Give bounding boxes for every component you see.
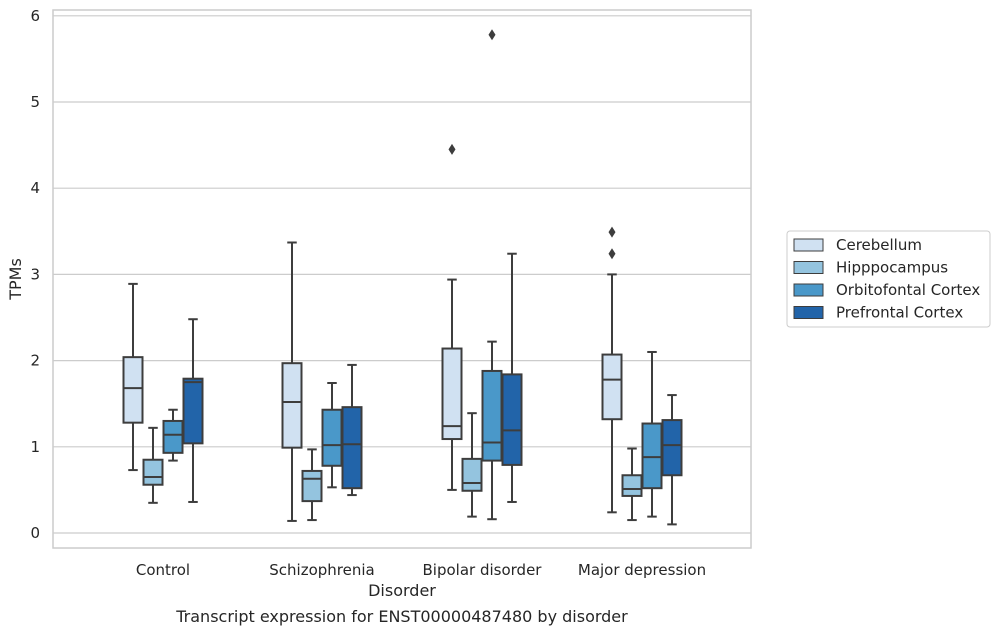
legend-swatch: [793, 306, 824, 319]
plot-frame: [52, 9, 752, 549]
boxes: [122, 29, 683, 526]
box: [142, 458, 164, 486]
legend-label: Prefrontal Cortex: [836, 304, 963, 322]
outlier-point: [608, 248, 616, 260]
legend: Cerebellum Hipppocampus Orbitofontal Corte…: [786, 230, 991, 328]
legend-label: Orbitofontal Cortex: [836, 281, 980, 299]
y-tick-label: 2: [30, 352, 40, 370]
chart-caption: Transcript expression for ENST0000048748…: [175, 607, 628, 626]
box: [481, 369, 503, 462]
outlier-point: [608, 226, 616, 238]
x-tick-label: Schizophrenia: [269, 561, 374, 579]
box: [501, 373, 523, 466]
box: [341, 406, 363, 490]
box: [182, 377, 204, 445]
x-tick-label: Control: [136, 561, 190, 579]
outlier-point: [448, 143, 456, 155]
y-tick-label: 0: [30, 524, 40, 542]
legend-swatch: [793, 238, 824, 252]
box: [621, 474, 643, 497]
y-tick-labels: 0 1 2 3 4 5 6: [30, 7, 40, 542]
box: [321, 408, 343, 467]
box: [281, 362, 303, 449]
x-tick-label: Major depression: [578, 561, 706, 579]
legend-swatch: [793, 283, 824, 297]
box: [301, 469, 323, 503]
x-axis-label: Disorder: [368, 581, 436, 600]
x-tick-label: Bipolar disorder: [423, 561, 543, 579]
box: [641, 422, 663, 490]
x-tick-labels: Control Schizophrenia Bipolar disorder Majo…: [136, 561, 706, 579]
legend-label: Hipppocampus: [836, 259, 948, 277]
box: [441, 347, 463, 441]
box: [661, 419, 683, 477]
y-tick-label: 5: [30, 93, 40, 111]
box: [162, 419, 184, 454]
legend-swatch: [793, 261, 824, 274]
plot-area: [53, 10, 751, 548]
box: [122, 356, 144, 424]
y-tick-label: 6: [30, 7, 40, 25]
legend-label: Cerebellum: [836, 236, 922, 254]
outlier-point: [488, 29, 496, 41]
legend-frame: [786, 230, 991, 328]
y-tick-label: 1: [30, 438, 40, 456]
y-tick-label: 3: [30, 265, 40, 283]
box: [461, 457, 483, 492]
box: [601, 353, 623, 421]
y-axis-label: TPMs: [6, 258, 25, 301]
y-tick-label: 4: [30, 179, 40, 197]
